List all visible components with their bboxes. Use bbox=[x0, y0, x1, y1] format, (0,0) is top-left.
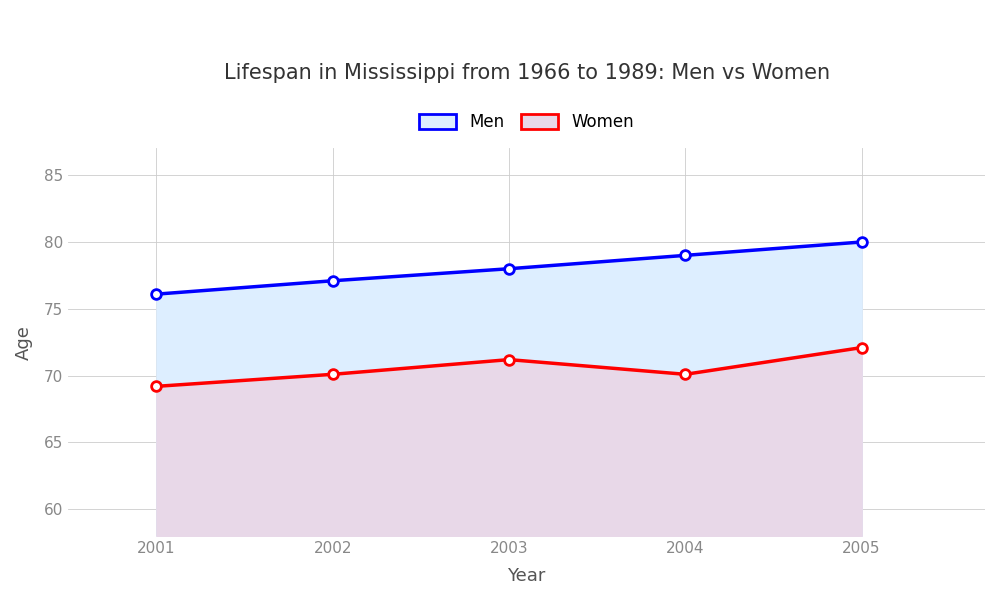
X-axis label: Year: Year bbox=[507, 567, 546, 585]
Title: Lifespan in Mississippi from 1966 to 1989: Men vs Women: Lifespan in Mississippi from 1966 to 198… bbox=[224, 63, 830, 83]
Legend: Men, Women: Men, Women bbox=[413, 106, 641, 138]
Y-axis label: Age: Age bbox=[15, 325, 33, 359]
